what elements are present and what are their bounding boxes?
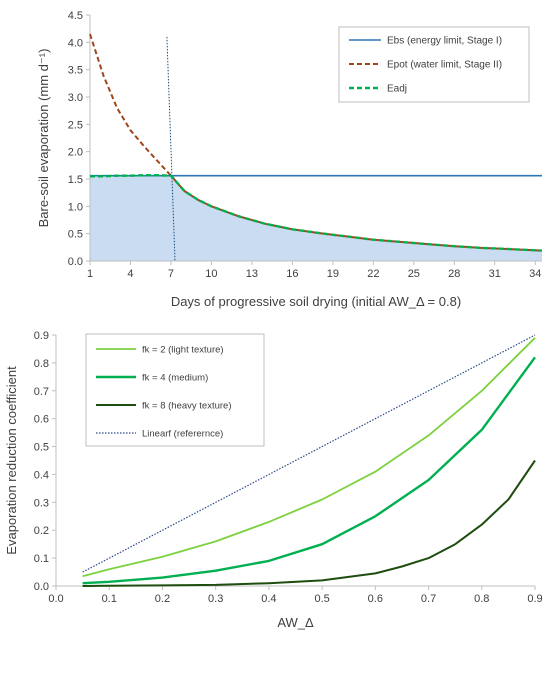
y-tick-label: 2.5 [68, 119, 83, 131]
legend-entry: fk = 2 (light texture) [142, 345, 224, 356]
y-tick-label: 4.0 [68, 37, 83, 49]
x-tick-label: 0.1 [102, 593, 117, 605]
x-tick-label: 13 [246, 268, 258, 280]
y-tick-label: 0.7 [34, 386, 49, 398]
legend-entry: Eadj [387, 84, 407, 95]
x-tick-label: 0.2 [155, 593, 170, 605]
x-tick-label: 16 [286, 268, 298, 280]
legend-entry: fk = 8 (heavy texture) [142, 401, 232, 412]
series-line [82, 459, 536, 587]
reduction-coefficient-chart: 0.0 0.1 0.2 0.3 0.4 0.5 0.6 0.7 0.8 0.9 0.0 0.1 0.2 0… [4, 330, 543, 630]
x-tick-label: 19 [327, 268, 339, 280]
y-tick-label: 0.5 [68, 229, 83, 241]
x-tick-label: 0.6 [368, 593, 383, 605]
x-tick-label: 0.0 [48, 593, 63, 605]
x-tick-label: 0.4 [261, 593, 276, 605]
series-line [82, 334, 536, 573]
x-tick-label: 0.8 [474, 593, 489, 605]
x-tick-label: 4 [127, 268, 133, 280]
series-line [82, 356, 536, 585]
y-tick-label: 0.4 [34, 469, 49, 481]
evaporation-days-chart: 0.0 0.5 1.0 1.5 2.0 2.5 3.0 3.5 4.0 4.5 1 4 7 10 13 16 1… [36, 10, 543, 309]
x-tick-label: 22 [367, 268, 379, 280]
y-tick-label: 1.5 [68, 174, 83, 186]
x-tick-label: 0.7 [421, 593, 436, 605]
x-tick-label: 34 [529, 268, 541, 280]
x-axis-title: Days of progressive soil drying (initial… [171, 294, 461, 309]
x-tick-label: 25 [408, 268, 420, 280]
x-tick-label: 0.5 [314, 593, 329, 605]
y-axis-title: Evaporation reduction coefficient [4, 366, 19, 555]
y-tick-label: 0.8 [34, 358, 49, 370]
y-tick-label: 1.0 [68, 201, 83, 213]
legend-entry: fk = 4 (medium) [142, 373, 208, 384]
series-line [82, 337, 536, 578]
y-tick-label: 0.5 [34, 442, 49, 454]
legend-box [85, 333, 265, 447]
x-tick-label: 1 [87, 268, 93, 280]
vertical-marker-line [166, 36, 176, 262]
legend-entry: Epot (water limit, Stage II) [387, 60, 502, 71]
legend-entry: Ebs (energy limit, Stage I) [387, 36, 502, 47]
x-tick-label: 0.3 [208, 593, 223, 605]
y-axis-title: Bare-soil evaporation (mm d⁻¹) [36, 49, 51, 228]
x-tick-label: 0.9 [527, 593, 542, 605]
y-tick-label: 0.2 [34, 525, 49, 537]
y-tick-label: 0.0 [34, 581, 49, 593]
y-tick-label: 0.9 [34, 330, 49, 342]
y-tick-label: 0.3 [34, 497, 49, 509]
x-axis-title: AW_Δ [277, 615, 314, 630]
x-tick-label: 31 [489, 268, 501, 280]
x-tick-label: 10 [205, 268, 217, 280]
y-tick-label: 4.5 [68, 10, 83, 22]
series-line [89, 33, 543, 252]
y-tick-label: 3.5 [68, 65, 83, 77]
x-tick-label: 28 [448, 268, 460, 280]
legend-entry: Linearf (referernce) [142, 429, 223, 440]
y-tick-label: 0.6 [34, 414, 49, 426]
y-tick-label: 2.0 [68, 147, 83, 159]
y-tick-label: 0.1 [34, 553, 49, 565]
x-tick-label: 7 [168, 268, 174, 280]
y-tick-label: 3.0 [68, 92, 83, 104]
y-tick-label: 0.0 [68, 256, 83, 268]
shaded-area [90, 175, 542, 261]
